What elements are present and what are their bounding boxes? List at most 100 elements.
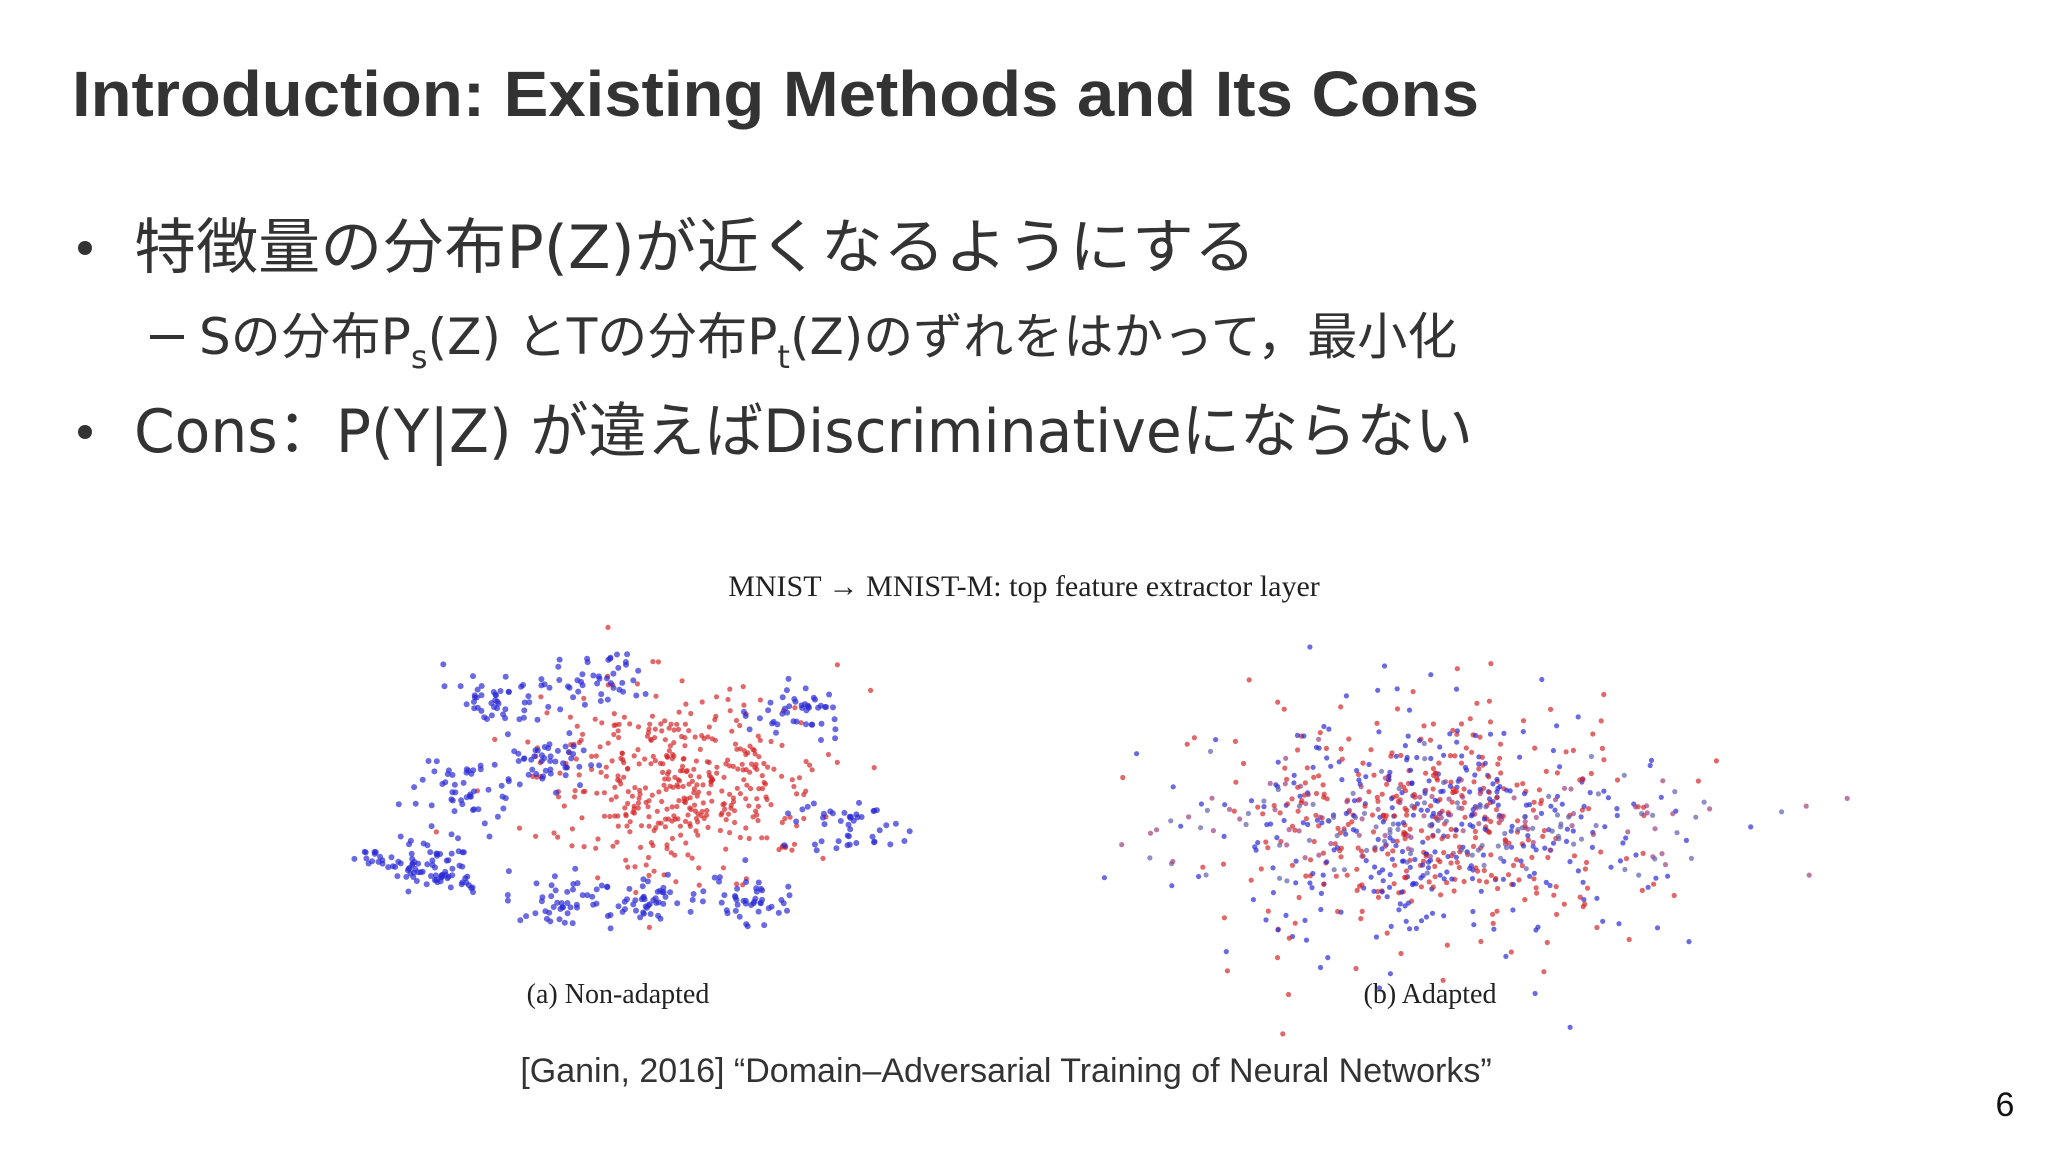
scatter-dot xyxy=(775,909,782,916)
scatter-dot xyxy=(675,726,682,733)
scatter-dot xyxy=(615,903,622,910)
scatter-dot xyxy=(1617,858,1623,864)
scatter-dot xyxy=(674,803,680,810)
scatter-dot xyxy=(572,788,578,794)
scatter-dot xyxy=(439,872,446,879)
scatter-dot xyxy=(1551,892,1557,898)
scatter-dot xyxy=(1470,908,1476,915)
scatter-dot xyxy=(764,835,770,841)
scatter-dot xyxy=(505,868,512,875)
scatter-dot xyxy=(424,842,431,849)
scatter-dot xyxy=(1582,866,1588,872)
scatter-dot xyxy=(1499,816,1505,823)
scatter-dot xyxy=(470,767,477,774)
scatter-dot xyxy=(762,781,769,787)
scatter-dot xyxy=(1210,828,1216,834)
scatter-dot xyxy=(1458,847,1464,853)
scatter-dot xyxy=(1375,798,1381,804)
scatter-dot xyxy=(653,693,659,699)
scatter-dot xyxy=(624,651,631,658)
scatter-dot xyxy=(596,762,603,769)
scatter-dot xyxy=(806,704,812,711)
scatter-dot xyxy=(719,788,725,794)
scatter-dot xyxy=(1296,894,1302,901)
scatter-dot xyxy=(1430,884,1436,890)
scatter-dot xyxy=(1581,897,1587,903)
scatter-dot xyxy=(572,794,578,800)
scatter-dot xyxy=(1471,922,1477,928)
scatter-dot xyxy=(1389,796,1395,802)
scatter-dot xyxy=(723,761,729,767)
scatter-dot xyxy=(796,775,803,781)
scatter-dot xyxy=(505,688,512,695)
scatter-dot xyxy=(593,900,600,907)
scatter-dot xyxy=(706,769,712,776)
scatter-dot xyxy=(691,790,697,796)
scatter-dot xyxy=(1614,812,1620,819)
scatter-dot xyxy=(1454,728,1460,734)
scatter-dot xyxy=(1261,798,1267,804)
scatter-dot xyxy=(603,675,610,682)
scatter-dot xyxy=(1533,847,1539,853)
scatter-dot xyxy=(1302,917,1308,924)
scatter-dot xyxy=(1550,747,1556,754)
scatter-dot xyxy=(1372,864,1378,870)
scatter-dot xyxy=(473,694,480,701)
scatter-dot xyxy=(746,835,752,842)
scatter-dot xyxy=(869,833,876,840)
scatter-dot xyxy=(477,762,484,769)
scatter-dot xyxy=(448,850,455,857)
scatter-dot xyxy=(1538,797,1545,804)
scatter-dot xyxy=(579,815,585,821)
scatter-dot xyxy=(688,710,694,717)
scatter-dot xyxy=(575,688,582,695)
scatter-dot xyxy=(1233,779,1239,785)
scatter-dot xyxy=(622,906,628,913)
scatter-dot xyxy=(723,817,729,823)
scatter-dot xyxy=(594,790,600,796)
scatter-dot xyxy=(577,782,583,789)
scatter-dot xyxy=(654,808,660,814)
scatter-dot xyxy=(812,696,818,703)
scatter-dot xyxy=(1101,875,1107,881)
scatter-dot xyxy=(497,688,504,694)
scatter-dot xyxy=(1515,818,1521,824)
scatter-dot xyxy=(1387,826,1393,833)
scatter-dot xyxy=(1423,914,1430,920)
scatter-dot xyxy=(1350,790,1356,797)
scatter-dot xyxy=(611,731,617,738)
scatter-dot xyxy=(876,827,883,834)
scatter-dot xyxy=(433,876,440,883)
scatter-dot xyxy=(1464,849,1470,855)
scatter-dot xyxy=(1310,870,1316,877)
scatter-dot xyxy=(1331,867,1337,873)
scatter-dot xyxy=(428,873,434,879)
scatter-dot xyxy=(732,907,739,914)
scatter-dot xyxy=(494,813,501,820)
scatter-dot xyxy=(570,751,577,757)
scatter-dot xyxy=(755,908,762,915)
scatter-dot xyxy=(705,824,711,831)
scatter-dot xyxy=(732,819,738,826)
scatter-dot xyxy=(1363,858,1369,864)
scatter-dot xyxy=(682,818,689,825)
scatter-dot xyxy=(1561,901,1567,907)
scatter-dot xyxy=(1536,787,1542,793)
scatter-dot xyxy=(1275,759,1281,765)
scatter-dot xyxy=(802,685,809,692)
scatter-dot xyxy=(1623,835,1629,841)
scatter-dot xyxy=(1420,862,1426,868)
scatter-dot xyxy=(1291,772,1297,778)
scatter-dot xyxy=(1338,704,1344,710)
scatter-dot xyxy=(1339,756,1345,762)
scatter-dot xyxy=(752,764,758,771)
scatter-dot xyxy=(620,757,626,763)
scatter-dot xyxy=(498,782,505,789)
scatter-dot xyxy=(1258,866,1264,872)
scatter-dot xyxy=(1495,885,1501,892)
scatter-dot xyxy=(793,818,800,825)
scatter-dot xyxy=(417,869,424,876)
scatter-dot xyxy=(538,682,545,689)
scatter-dot xyxy=(1178,823,1184,829)
